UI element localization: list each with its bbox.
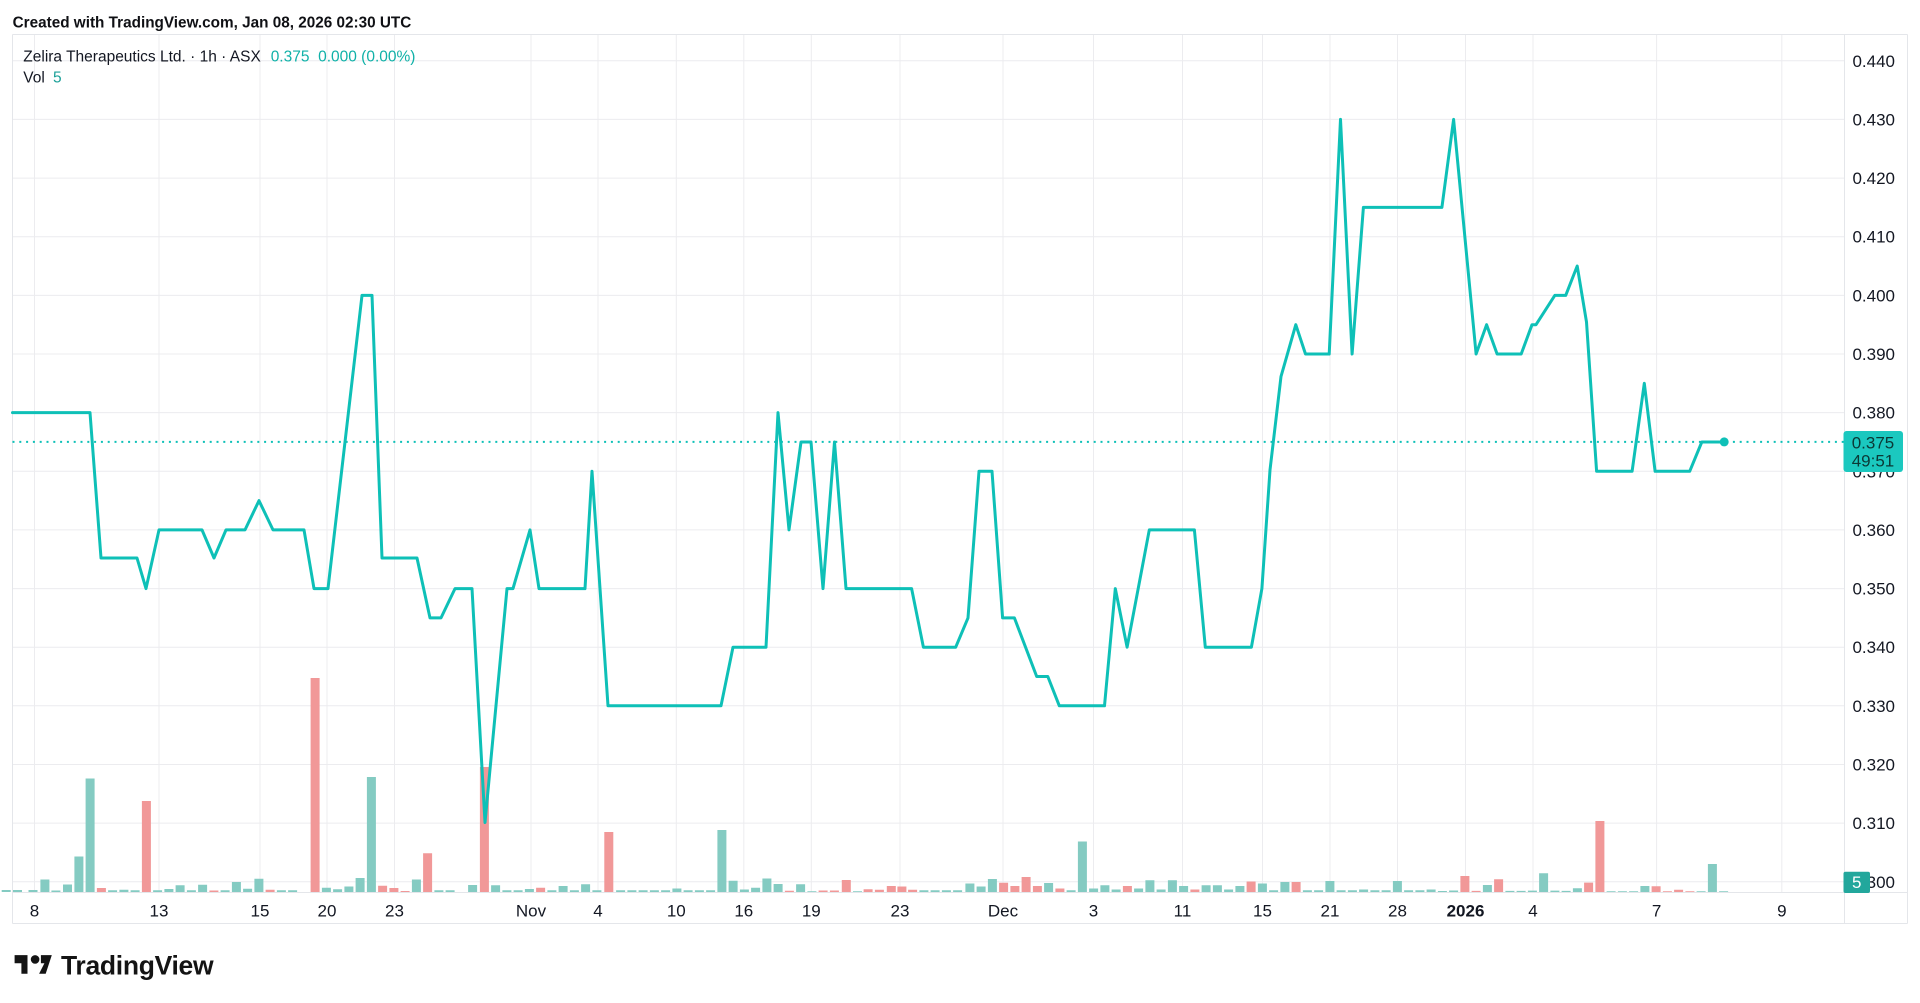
svg-text:15: 15 — [251, 902, 270, 921]
svg-text:49:51: 49:51 — [1852, 452, 1895, 471]
svg-text:0.310: 0.310 — [1852, 814, 1895, 833]
svg-text:19: 19 — [802, 902, 821, 921]
svg-text:0.400: 0.400 — [1852, 286, 1895, 305]
svg-text:0.410: 0.410 — [1852, 228, 1895, 247]
svg-text:20: 20 — [318, 902, 337, 921]
svg-text:4: 4 — [1528, 902, 1537, 921]
svg-text:0.360: 0.360 — [1852, 521, 1895, 540]
svg-text:8: 8 — [30, 902, 39, 921]
svg-text:Created with TradingView.com,: Created with TradingView.com, Jan 08, 20… — [13, 15, 412, 32]
svg-text:Vol: Vol — [23, 70, 45, 87]
svg-text:0.430: 0.430 — [1852, 110, 1895, 129]
svg-text:0.420: 0.420 — [1852, 169, 1895, 188]
svg-text:0.440: 0.440 — [1852, 52, 1895, 71]
svg-text:23: 23 — [385, 902, 404, 921]
svg-text:11: 11 — [1174, 902, 1192, 921]
svg-text:7: 7 — [1652, 902, 1661, 921]
svg-text:3: 3 — [1089, 902, 1098, 921]
svg-text:15: 15 — [1253, 902, 1272, 921]
svg-text:28: 28 — [1388, 902, 1407, 921]
svg-text:TradingView: TradingView — [61, 951, 214, 981]
svg-text:4: 4 — [593, 902, 602, 921]
svg-text:0.375 0.000 (0.00%): 0.375 0.000 (0.00%) — [271, 49, 416, 66]
svg-text:21: 21 — [1321, 902, 1340, 921]
svg-text:0.340: 0.340 — [1852, 638, 1895, 657]
svg-text:0.375: 0.375 — [1852, 434, 1895, 453]
svg-text:0.330: 0.330 — [1852, 697, 1895, 716]
svg-text:Zelira Therapeutics Ltd. · 1h: Zelira Therapeutics Ltd. · 1h · ASX — [23, 49, 261, 66]
svg-text:2026: 2026 — [1447, 902, 1485, 921]
svg-text:0.380: 0.380 — [1852, 404, 1895, 423]
svg-text:Nov: Nov — [516, 902, 547, 921]
svg-text:16: 16 — [734, 902, 753, 921]
svg-text:0.390: 0.390 — [1852, 345, 1895, 364]
svg-text:9: 9 — [1777, 902, 1786, 921]
svg-text:10: 10 — [667, 902, 686, 921]
svg-text:23: 23 — [891, 902, 910, 921]
svg-text:Dec: Dec — [988, 902, 1019, 921]
svg-text:0.350: 0.350 — [1852, 580, 1895, 599]
svg-text:5: 5 — [1852, 873, 1861, 892]
svg-text:0.320: 0.320 — [1852, 756, 1895, 775]
svg-text:13: 13 — [150, 902, 169, 921]
svg-text:5: 5 — [53, 70, 62, 87]
